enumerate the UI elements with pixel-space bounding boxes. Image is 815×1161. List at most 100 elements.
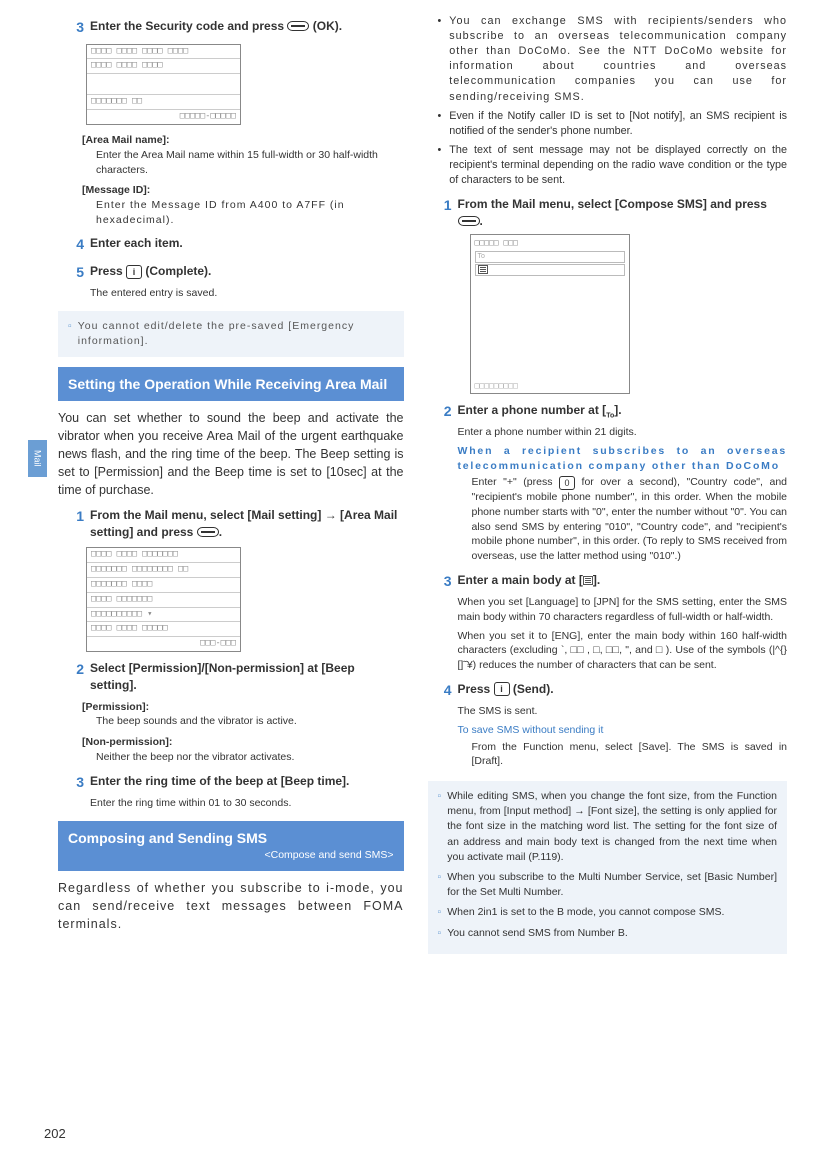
note-row: ▫ You cannot send SMS from Number B.: [438, 926, 778, 941]
step-number: 3: [438, 572, 452, 592]
step-text: From the Mail menu, select [Compose SMS]…: [458, 196, 788, 230]
text-part: Enter a phone number at [: [458, 403, 607, 417]
ui-screen-compose-sms: □□□□□ □□□ To □□□□□□□□□: [470, 234, 630, 394]
screen-line: □□□-□□□: [87, 637, 240, 651]
screen-line: □□□□ □□□□ □□□□ □□□□: [87, 45, 240, 60]
screen-line: □□□□ □□□□ □□□□: [87, 59, 240, 74]
right-step-4-body: From the Function menu, select [Save]. T…: [472, 740, 788, 769]
page-body: 3 Enter the Security code and press (OK)…: [0, 0, 815, 988]
bullet-display: • The text of sent message may not be di…: [438, 143, 788, 188]
right-step-1: 1 From the Mail menu, select [Compose SM…: [438, 196, 788, 230]
def-area-mail-label: [Area Mail name]:: [82, 133, 404, 148]
heading-subtitle: <Compose and send SMS>: [68, 849, 394, 863]
screen-line: □□□□ □□□□ □□□□□□□: [87, 548, 240, 563]
def-message-id-body: Enter the Message ID from A400 to A7FF (…: [96, 198, 404, 227]
ui-screen-mailsetting: □□□□ □□□□ □□□□□□□ □□□□□□□ □□□□□□□□ □□ □□…: [86, 547, 241, 652]
ok-key-icon: [287, 21, 309, 31]
def-nonpermission-label: [Non-permission]:: [82, 735, 404, 750]
note-text: You cannot edit/delete the pre-saved [Em…: [78, 319, 394, 348]
right-step-4-blue: To save SMS without sending it: [458, 723, 788, 738]
text-part: Enter the Security code and press: [90, 19, 287, 33]
note-emergency: ▫ You cannot edit/delete the pre-saved […: [58, 311, 404, 356]
right-step-2-sub: Enter a phone number within 21 digits.: [458, 425, 788, 440]
page-icon: [583, 576, 593, 585]
text-part: From the Mail menu, select [Compose SMS]…: [458, 197, 767, 211]
bullet-dot-icon: •: [438, 109, 442, 139]
note-row: ▫ When 2in1 is set to the B mode, you ca…: [438, 905, 778, 920]
ok-key-icon: [458, 216, 480, 226]
heading-compose-sms: Composing and Sending SMS <Compose and s…: [58, 821, 404, 871]
right-step-2-blue: When a recipient subscribes to an overse…: [458, 444, 788, 473]
sms-body-preview: [475, 264, 625, 276]
step-4: 4 Enter each item.: [70, 235, 404, 255]
def-permission-body: The beep sounds and the vibrator is acti…: [96, 714, 404, 729]
text-part: (OK).: [309, 19, 342, 33]
screen-line: □□□□□□□□□□ ▾: [87, 608, 240, 623]
step-number: 4: [438, 681, 452, 701]
bullet-text: Even if the Notify caller ID is set to […: [449, 109, 787, 139]
step-5: 5 Press i (Complete).: [70, 263, 404, 283]
note-bullet-icon: ▫: [68, 319, 72, 348]
screen-line: □□□□□□□ □□□□□□□□ □□: [87, 563, 240, 578]
text-part: .: [219, 525, 222, 539]
step-text: Press i (Send).: [458, 681, 788, 701]
step-number: 4: [70, 235, 84, 255]
i-key-icon: i: [494, 682, 510, 696]
note-text: When you subscribe to the Multi Number S…: [447, 870, 777, 900]
heading-operation-areamail: Setting the Operation While Receiving Ar…: [58, 367, 404, 401]
bullet-text: The text of sent message may not be disp…: [449, 143, 787, 188]
right-step-4-sub: The SMS is sent.: [458, 704, 788, 719]
step-number: 1: [70, 507, 84, 541]
step-text: Enter the Security code and press (OK).: [90, 18, 404, 38]
step-text: Enter the ring time of the beep at [Beep…: [90, 773, 404, 793]
text-part: Press: [458, 682, 494, 696]
step-text: Enter a main body at [].: [458, 572, 788, 592]
screen-line: □□□□ □□□□□□□: [87, 593, 240, 608]
page-number: 202: [44, 1125, 66, 1143]
right-step-3-sub1: When you set [Language] to [JPN] for the…: [458, 595, 788, 624]
left-column: 3 Enter the Security code and press (OK)…: [44, 10, 404, 954]
step-number: 3: [70, 18, 84, 38]
page-icon: [478, 265, 488, 274]
notes-box: ▫ While editing SMS, when you change the…: [428, 781, 788, 954]
screen-line: □□□□ □□□□ □□□□□: [87, 622, 240, 637]
step-5-sub: The entered entry is saved.: [90, 286, 404, 301]
sms-to-row: To: [475, 251, 625, 263]
bullet-overseas: • You can exchange SMS with recipients/s…: [438, 14, 788, 105]
text-part: ].: [614, 403, 621, 417]
zero-key-icon: 0: [559, 476, 575, 490]
note-text: While editing SMS, when you change the f…: [447, 789, 777, 865]
step-number: 3: [70, 773, 84, 793]
screen-line: □□□□□□□ □□□□: [87, 578, 240, 593]
text-part: ].: [593, 573, 600, 587]
def-area-mail-body: Enter the Area Mail name within 15 full-…: [96, 148, 404, 177]
right-step-2-body: Enter "+" (press 0 for over a second), "…: [472, 475, 788, 563]
right-step-2: 2 Enter a phone number at [To].: [438, 402, 788, 422]
text-part: (Complete).: [142, 264, 211, 278]
bullet-dot-icon: •: [438, 14, 442, 105]
note-text: When 2in1 is set to the B mode, you cann…: [447, 905, 777, 920]
text-part: Enter a main body at [: [458, 573, 583, 587]
def-message-id-label: [Message ID]:: [82, 183, 404, 198]
right-step-3: 3 Enter a main body at [].: [438, 572, 788, 592]
left-step-1: 1 From the Mail menu, select [Mail setti…: [70, 507, 404, 541]
step-number: 2: [438, 402, 452, 422]
heading-title: Composing and Sending SMS: [68, 830, 267, 846]
ok-key-icon: [197, 527, 219, 537]
note-bullet-icon: ▫: [438, 789, 442, 865]
sms-footer: □□□□□□□□□: [471, 378, 629, 393]
note-bullet-icon: ▫: [438, 870, 442, 900]
right-step-4: 4 Press i (Send).: [438, 681, 788, 701]
bullet-notify: • Even if the Notify caller ID is set to…: [438, 109, 788, 139]
step-number: 2: [70, 660, 84, 694]
left-step-3-sub: Enter the ring time within 01 to 30 seco…: [90, 796, 404, 811]
screen-line: □□□□□-□□□□□: [87, 110, 240, 124]
step-text: Press i (Complete).: [90, 263, 404, 283]
bullet-text: You can exchange SMS with recipients/sen…: [449, 14, 787, 105]
side-tab-mail: Mail: [28, 440, 47, 477]
ui-screen-areamail: □□□□ □□□□ □□□□ □□□□ □□□□ □□□□ □□□□ □□□□□…: [86, 44, 241, 126]
def-nonpermission-body: Neither the beep nor the vibrator activa…: [96, 750, 404, 765]
paragraph-sms-intro: Regardless of whether you subscribe to i…: [58, 879, 404, 933]
bullet-dot-icon: •: [438, 143, 442, 188]
text-part: From the Mail menu, select [Mail setting…: [90, 508, 397, 539]
